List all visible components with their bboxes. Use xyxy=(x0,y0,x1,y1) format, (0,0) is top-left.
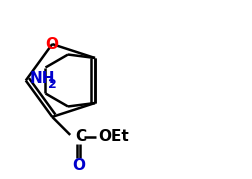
Text: 2: 2 xyxy=(48,78,56,91)
Text: OEt: OEt xyxy=(98,129,129,144)
Text: O: O xyxy=(72,158,85,173)
Text: C: C xyxy=(75,129,86,144)
Text: O: O xyxy=(46,37,58,52)
Text: NH: NH xyxy=(30,71,55,86)
